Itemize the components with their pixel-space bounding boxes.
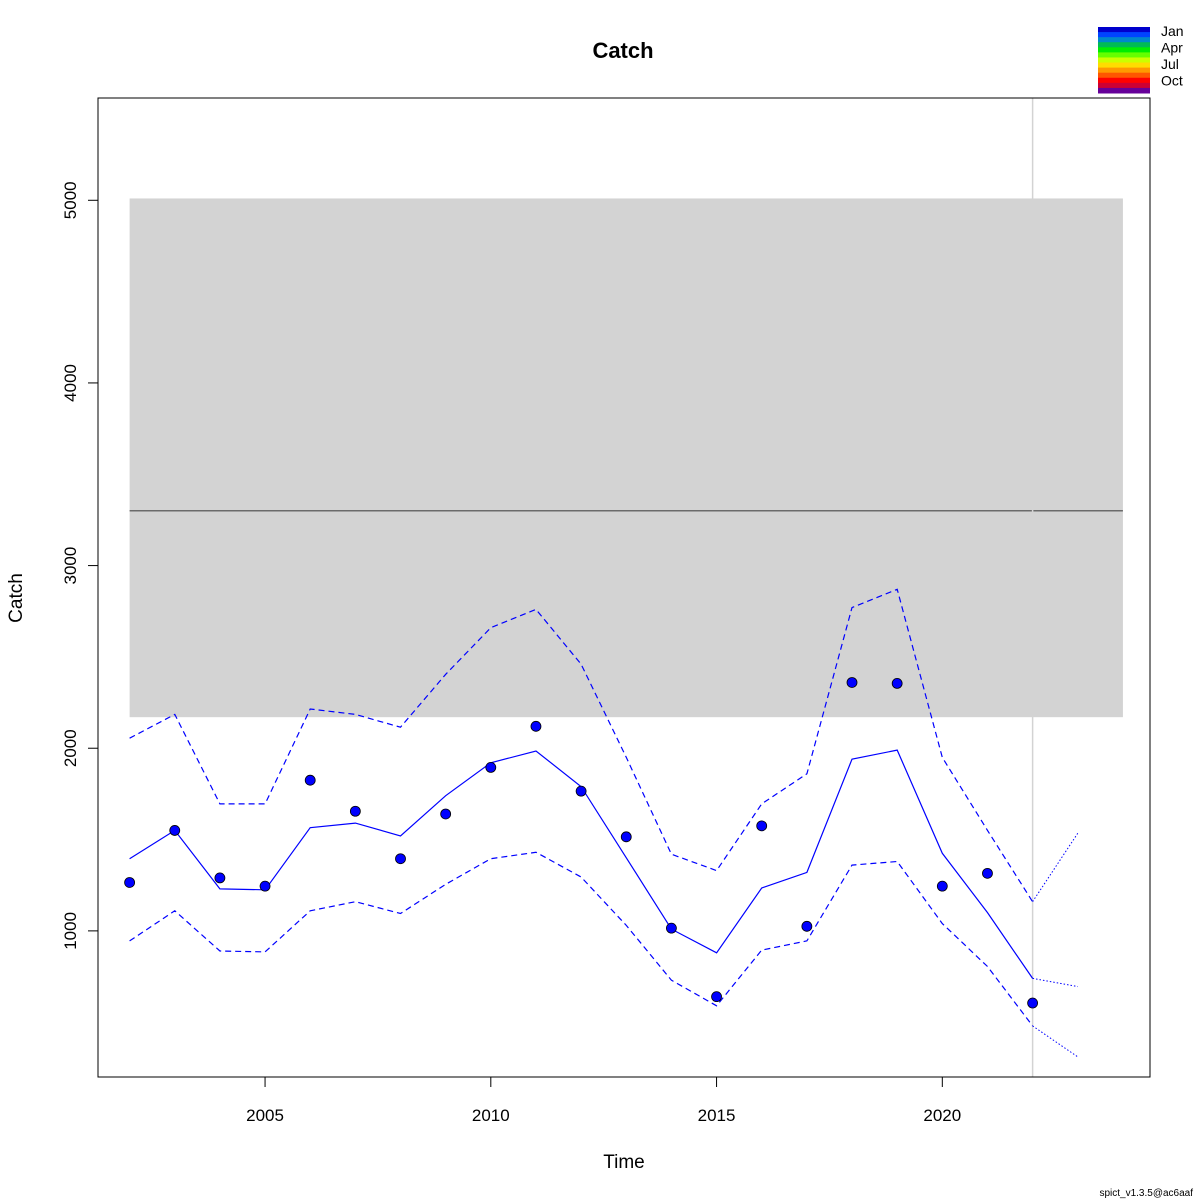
observed-point xyxy=(666,922,677,934)
legend-color-swatch xyxy=(1098,27,1150,33)
observed-point xyxy=(440,808,452,820)
legend-color-swatch xyxy=(1098,47,1150,53)
legend-color-swatch xyxy=(1098,87,1150,94)
legend-color-swatch xyxy=(1098,32,1150,38)
x-tick-label: 2010 xyxy=(472,1106,510,1125)
legend-color-swatch xyxy=(1098,82,1150,89)
observed-point xyxy=(530,720,542,732)
x-tick-label: 2020 xyxy=(923,1106,961,1125)
series-line-dashed-2 xyxy=(129,851,1034,1027)
reference-band xyxy=(129,198,1123,718)
observed-point xyxy=(395,853,406,865)
legend-label-jul: Jul xyxy=(1161,56,1179,72)
legend-color-swatch xyxy=(1098,67,1150,74)
y-tick-label: 1000 xyxy=(61,912,80,950)
chart-title: Catch xyxy=(592,38,653,63)
legend-label-apr: Apr xyxy=(1161,40,1183,56)
observed-point xyxy=(891,677,903,689)
y-tick-label: 4000 xyxy=(61,364,80,402)
plot-area xyxy=(124,98,1123,1077)
observed-point xyxy=(169,825,181,836)
observed-point xyxy=(936,880,948,892)
legend-color-swatch xyxy=(1098,72,1150,79)
series-line-dotted-3 xyxy=(1032,977,1078,988)
y-tick-label: 3000 xyxy=(61,547,80,585)
legend-color-swatch xyxy=(1098,62,1150,69)
legend-label-oct: Oct xyxy=(1161,73,1183,89)
observed-point xyxy=(349,805,361,817)
legend-color-swatch xyxy=(1098,52,1150,58)
observed-point xyxy=(1027,997,1039,1009)
observed-point xyxy=(801,920,813,932)
axes: 2005 2010 2015 2020 1000 2000 3000 4000 5000 xyxy=(61,181,961,1125)
y-tick-label: 2000 xyxy=(61,729,80,767)
x-tick-label: 2015 xyxy=(698,1106,736,1125)
x-axis-label: Time xyxy=(603,1152,645,1173)
observed-point xyxy=(982,867,993,879)
legend-color-swatch xyxy=(1098,77,1150,84)
y-tick-label: 5000 xyxy=(61,181,80,219)
observed-point xyxy=(304,774,316,786)
observed-point xyxy=(124,877,136,888)
legend-color-swatch xyxy=(1098,57,1150,64)
version-footer: spict_v1.3.5@ac6aaf xyxy=(1099,1188,1193,1199)
legend-label-jan: Jan xyxy=(1161,23,1184,39)
legend-color-swatch xyxy=(1098,42,1150,48)
series-line-dashed-1 xyxy=(129,588,1034,903)
series-line-dotted-5 xyxy=(1032,1025,1079,1058)
observed-point xyxy=(846,677,858,688)
series-line-dotted-4 xyxy=(1032,832,1079,902)
observed-point xyxy=(575,785,587,797)
observed-point xyxy=(756,820,768,832)
x-tick-label: 2005 xyxy=(246,1106,284,1125)
observed-point xyxy=(485,762,497,773)
legend-color-swatch xyxy=(1098,37,1150,43)
observed-point xyxy=(711,991,722,1003)
y-axis-label: Catch xyxy=(6,573,27,623)
observed-point xyxy=(620,831,632,843)
observed-point xyxy=(259,880,271,892)
observed-point xyxy=(214,872,226,884)
series-line-solid-0 xyxy=(129,749,1034,979)
